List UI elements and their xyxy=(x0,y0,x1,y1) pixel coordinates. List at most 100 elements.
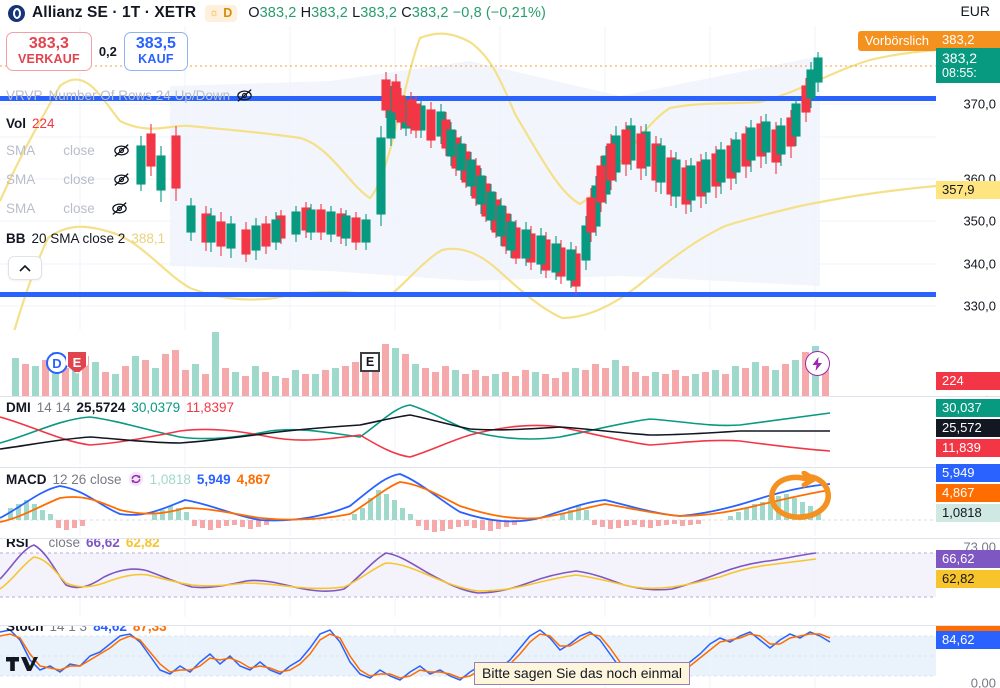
pane-divider xyxy=(0,625,1000,626)
price-pane[interactable]: VRVP Number Of Rows 24 Up/Down Vol 224 S… xyxy=(0,26,936,386)
sun-icon: ☼ xyxy=(209,6,220,19)
last-price-badge[interactable]: 383,2 08:55: xyxy=(936,48,1000,84)
dmi-di-plus-value: 30,0379 xyxy=(131,400,181,415)
pre-market-label[interactable]: Vorbörslich xyxy=(857,31,936,51)
macd-pane[interactable]: MACD 12 26 close 1,0818 5,949 4,867 xyxy=(0,468,936,536)
rsi-ma-badge[interactable]: 62,82 xyxy=(936,570,1000,588)
sell-button[interactable]: 383,3 VERKAUF xyxy=(6,32,92,72)
dmi-adx-value: 25,5724 xyxy=(76,400,126,415)
tradingview-logo-icon[interactable] xyxy=(6,654,38,674)
ohlc-values: O383,2 H383,2 L383,2 C383,2 −0,8 (−0,21%… xyxy=(248,5,546,21)
macd-line-badge[interactable]: 5,949 xyxy=(936,464,1000,482)
refresh-icon[interactable] xyxy=(128,471,144,487)
volume-pane[interactable]: D E E xyxy=(0,330,936,396)
sma2-params: close xyxy=(63,172,95,187)
stoch-pane[interactable]: Stoch 14 1 3 84,62 87,33 xyxy=(0,626,936,688)
sma1-params: close xyxy=(63,143,95,158)
stoch-bottom-tick: 0,00 xyxy=(970,675,996,688)
legend-sma-2[interactable]: SMA close xyxy=(6,172,130,187)
bb-params: 20 SMA close 2 xyxy=(31,231,126,246)
vol-name: Vol xyxy=(6,116,26,131)
buy-label: KAUF xyxy=(138,51,174,66)
ohlc-o-key: O xyxy=(248,5,260,21)
dmi-name: DMI xyxy=(6,400,31,415)
buy-price: 383,5 xyxy=(135,35,176,52)
volume-chart-svg xyxy=(0,330,936,396)
macd-axis[interactable]: 5,949 4,867 1,0818 xyxy=(936,464,1000,536)
spread-value: 0,2 xyxy=(98,44,117,60)
bolt-glyph-icon xyxy=(812,356,822,371)
collapse-pane-button[interactable] xyxy=(8,256,42,280)
dmi-chart-svg xyxy=(0,397,936,465)
eye-off-icon[interactable] xyxy=(113,172,130,187)
rsi-ma-value: 62,82 xyxy=(125,539,160,550)
dmi-di-minus-badge[interactable]: 11,839 xyxy=(936,439,1000,457)
legend-macd[interactable]: MACD 12 26 close 1,0818 5,949 4,867 xyxy=(6,471,270,487)
ohlc-change: −0,8 (−0,21%) xyxy=(452,5,546,21)
session-badge[interactable]: ☼ D xyxy=(205,4,238,22)
rsi-chart-svg xyxy=(0,539,936,617)
stoch-d-value: 87,33 xyxy=(132,626,167,634)
legend-sma-1[interactable]: SMA close xyxy=(6,143,130,158)
axis-tick: 370,0 xyxy=(963,96,996,112)
lightning-bolt-icon[interactable] xyxy=(805,351,830,376)
highlight-price-badge[interactable]: 357,9 xyxy=(936,181,1000,199)
rsi-value-badge[interactable]: 66,62 xyxy=(936,550,1000,568)
legend-dmi[interactable]: DMI 14 14 25,5724 30,0379 11,8397 xyxy=(6,400,234,415)
symbol-title[interactable]: Allianz SE · 1T · XETR xyxy=(32,4,197,21)
rsi-params: close xyxy=(48,539,81,550)
axis-tick: 330,0 xyxy=(963,298,996,314)
legend-sma-3[interactable]: SMA close xyxy=(6,201,128,216)
stoch-params: 14 1 3 xyxy=(49,626,88,634)
volume-badge[interactable]: 224 xyxy=(936,372,1000,390)
legend-rsi[interactable]: RSI close 66,62 62,82 xyxy=(6,539,160,550)
quote-widget[interactable]: 383,3 VERKAUF 0,2 383,5 KAUF xyxy=(6,32,188,72)
dmi-di-plus-badge[interactable]: 30,037 xyxy=(936,399,1000,417)
legend-volume[interactable]: Vol 224 xyxy=(6,116,55,131)
rsi-name: RSI xyxy=(6,539,29,550)
rsi-pane[interactable]: RSI close 66,62 62,82 xyxy=(0,539,936,617)
allianz-logo-icon xyxy=(8,4,25,22)
buy-button[interactable]: 383,5 KAUF xyxy=(123,32,188,72)
vrvp-params: Number Of Rows 24 Up/Down xyxy=(48,88,231,103)
dmi-adx-badge[interactable]: 25,572 xyxy=(936,419,1000,437)
axis-tick: 350,0 xyxy=(963,213,996,229)
sma2-name: SMA xyxy=(6,172,36,187)
dmi-axis[interactable]: 30,037 25,572 11,839 xyxy=(936,397,1000,465)
macd-hist-badge[interactable]: 1,0818 xyxy=(936,504,1000,522)
legend-stoch[interactable]: Stoch 14 1 3 84,62 87,33 xyxy=(6,626,167,634)
dividend-marker[interactable]: D xyxy=(46,352,68,374)
sell-label: VERKAUF xyxy=(18,51,80,66)
stoch-d-badge[interactable] xyxy=(936,626,1000,631)
eye-off-icon[interactable] xyxy=(236,88,253,103)
price-axis[interactable]: 370,0 360,0 350,0 340,0 330,0 320,0 310,… xyxy=(936,26,1000,398)
pre-market-price-badge[interactable]: 383,2 xyxy=(936,31,1000,49)
macd-signal-badge[interactable]: 4,867 xyxy=(936,484,1000,502)
dmi-pane[interactable]: DMI 14 14 25,5724 30,0379 11,8397 xyxy=(0,397,936,465)
ohlc-o-value: 383,2 xyxy=(259,5,297,21)
ohlc-c-value: 383,2 xyxy=(411,5,449,21)
chevron-up-icon xyxy=(19,264,31,272)
pane-divider xyxy=(0,538,1000,539)
volume-axis[interactable]: 224 xyxy=(936,330,1000,396)
stoch-axis[interactable]: 84,62 0,00 xyxy=(936,626,1000,688)
earnings-marker-square[interactable]: E xyxy=(360,352,380,372)
currency-label[interactable]: EUR xyxy=(960,3,990,19)
session-letter: D xyxy=(223,6,233,20)
eye-off-icon[interactable] xyxy=(111,201,128,216)
eye-off-icon[interactable] xyxy=(113,143,130,158)
rsi-axis[interactable]: 73,00 66,62 62,82 xyxy=(936,539,1000,617)
last-price-time: 08:55: xyxy=(942,66,977,81)
hand-drawn-circle-annotation[interactable] xyxy=(768,471,834,523)
ohlc-l-value: 383,2 xyxy=(360,5,398,21)
earnings-label: E xyxy=(66,350,88,374)
legend-vrvp[interactable]: VRVP Number Of Rows 24 Up/Down xyxy=(6,88,253,103)
macd-params: 12 26 close xyxy=(52,471,122,487)
stoch-k-badge[interactable]: 84,62 xyxy=(936,631,1000,649)
legend-bb[interactable]: BB 20 SMA close 2 388,1 xyxy=(6,231,165,246)
macd-signal-value: 4,867 xyxy=(236,471,271,487)
axis-tick: 340,0 xyxy=(963,256,996,272)
earnings-square-label: E xyxy=(360,352,380,372)
earnings-marker-shield[interactable]: E xyxy=(66,350,88,374)
